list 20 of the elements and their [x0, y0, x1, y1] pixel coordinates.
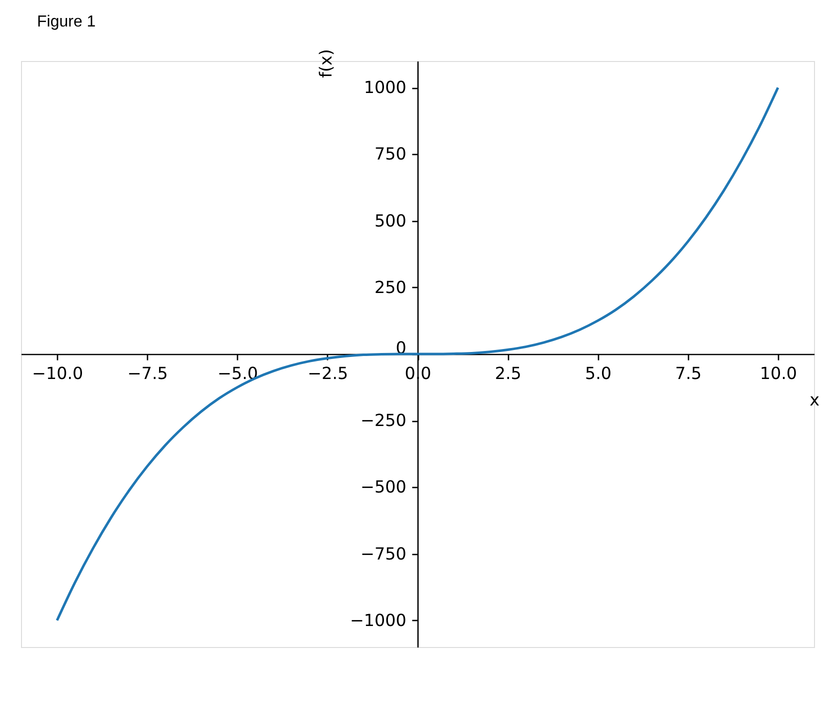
- x-tick-label: −7.5: [127, 363, 168, 384]
- x-tick-label: 2.5: [494, 363, 522, 384]
- x-tick-label: −10.0: [32, 363, 84, 384]
- x-axis-title: x: [810, 390, 820, 410]
- y-tick-label: −750: [360, 543, 406, 564]
- x-tick-label: −2.5: [308, 363, 348, 384]
- x-tick-label: 10.0: [760, 363, 798, 384]
- y-tick-label: 0: [396, 338, 406, 358]
- y-tick-label: −500: [360, 476, 406, 497]
- chart-title: Figure 1: [37, 14, 96, 31]
- x-tick-label: 5.0: [584, 363, 612, 384]
- y-tick-label: 250: [374, 276, 406, 297]
- y-tick-label: 750: [374, 144, 406, 164]
- y-axis-title: f(x): [316, 49, 336, 78]
- x-tick-label: −5.0: [218, 363, 258, 384]
- y-tick-label: −1000: [350, 610, 406, 630]
- x-tick-label: 7.5: [675, 363, 702, 384]
- y-tick-label: 1000: [364, 77, 406, 98]
- y-tick-label: 500: [374, 210, 406, 230]
- y-tick-label: −250: [360, 410, 406, 430]
